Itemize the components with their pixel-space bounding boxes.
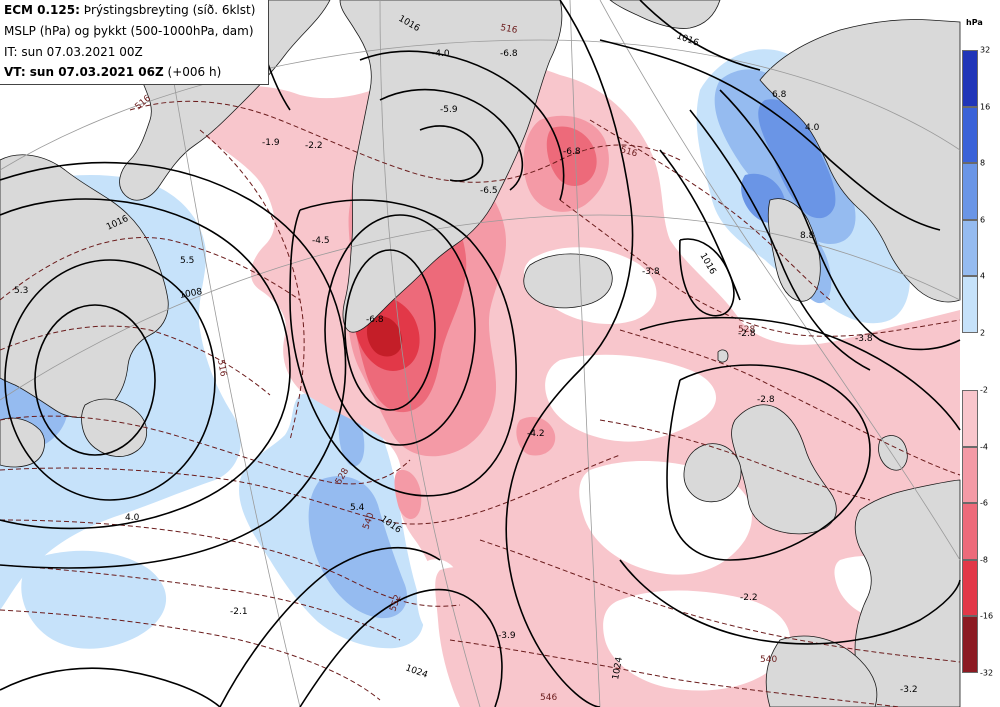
tendency-label: -3.8 [855,334,873,344]
tendency-label: 4.0 [805,123,820,133]
tendency-label: -2.8 [738,329,756,339]
model-name: ECM 0.125: [4,3,80,17]
legend-tick-label: -2 [980,385,988,395]
tendency-label: 5.3 [14,286,28,296]
faroe-islands [717,349,729,363]
legend-color-cell [962,106,978,164]
legend-tick-label: 32 [980,45,991,55]
tendency-label: -3.2 [900,685,918,695]
legend-tick-label: 6 [980,215,986,225]
isobar-low-1 [34,304,156,456]
great-britain [731,404,837,535]
rise-area-southwest [21,550,167,649]
product-name: Þrýstingsbreyting (síð. 6klst) [79,3,256,17]
isobar-label: 1008 [179,287,204,301]
tendency-label: -2.8 [757,395,775,405]
legend-tick-label: -4 [980,442,988,452]
fall-area-strong-3 [546,126,597,186]
legend-color-cell [962,559,978,617]
tendency-label: -3.8 [642,267,660,277]
legend-tick-label: 2 [980,328,986,338]
forecast-info-box: ECM 0.125: Þrýstingsbreyting (síð. 6klst… [0,0,269,85]
legend-color-cell [962,503,978,560]
legend-color-cell [962,390,978,447]
valid-time: VT: sun 07.03.2021 06Z [4,65,164,79]
greenland [339,0,563,333]
tendency-label: -1.9 [262,138,280,148]
legend-color-cell [962,446,978,504]
info-fields-line: MSLP (hPa) og þykkt (500-1000hPa, dam) [4,24,254,38]
tendency-label: -3.9 [498,631,516,641]
legend-color-cell [962,276,978,333]
lead-time: (+006 h) [163,65,222,79]
continental-europe [854,479,961,707]
isobar-label: 1024 [611,656,625,681]
fall-area-south [435,566,530,707]
legend-tick-label: -32 [980,668,994,678]
legend-color-cell [962,163,978,220]
tendency-label: -4.0 [432,49,450,59]
no-change-area-4 [603,590,790,691]
tendency-label: -4.2 [527,429,545,439]
legend-unit: hPa [966,18,983,27]
thickness-label: 540 [760,655,777,665]
tendency-label: -2.2 [740,593,758,603]
rise-area-central-strip [338,409,365,467]
legend-color-cell [962,219,978,277]
thickness-contours [0,100,961,707]
rise-area-central-inner [308,476,408,619]
iceland [523,253,613,309]
tendency-label: 6.8 [772,90,787,100]
ireland [683,443,742,503]
legend-tick-label: -16 [980,611,994,621]
tendency-label: 5.5 [180,256,194,266]
isobar-low-4 [324,214,476,446]
newfoundland [81,398,148,457]
fall-area-core [366,316,403,357]
thickness-label: 546 [540,693,557,703]
scandinavia [759,19,961,303]
tendency-label: -6.5 [480,186,498,196]
isobar-low-3 [344,249,436,411]
legend-color-cell [962,616,978,673]
legend-color-cell [962,50,978,107]
tendency-label: 5.4 [350,503,365,513]
thickness-label: 516 [619,145,638,159]
tendency-label: -4.5 [312,236,330,246]
tendency-label: -6.8 [563,147,581,157]
info-title-line: ECM 0.125: Þrýstingsbreyting (síð. 6klst… [4,3,255,17]
no-change-area-2 [545,354,717,442]
legend-tick-label: 8 [980,158,986,168]
legend-tick-label: 4 [980,271,986,281]
valid-time-line: VT: sun 07.03.2021 06Z (+006 h) [4,65,221,79]
land-areas [0,0,961,707]
thickness-label: 516 [215,359,228,378]
tendency-label: -6.8 [366,315,384,325]
rise-area-southwest-2 [145,418,234,471]
canada-south [0,417,45,468]
tendency-labels: -4.0 -6.8 -5.9 -6.8 -2.2 -1.9 -4.5 -6.5 … [14,49,918,695]
legend-tick-label: -6 [980,498,988,508]
isobar-low-2 [4,259,216,501]
europe-south [765,635,878,707]
tendency-label: -5.9 [440,105,458,115]
fall-area-medium-4 [516,416,556,456]
tendency-label: -2.2 [305,141,323,151]
thickness-label: 528 [738,325,755,335]
rise-area-scandinavia-core [758,99,836,219]
tendency-label: -2.1 [230,607,248,617]
thickness-labels: 516 516 516 528 528 540 516 552 540 546 [134,23,778,703]
tendency-label: 8.8 [800,231,815,241]
legend-tick-label: 16 [980,102,991,112]
legend-tick-label: -8 [980,555,988,565]
initial-time: IT: sun 07.03.2021 00Z [4,45,143,59]
tendency-label: 4.0 [125,513,140,523]
labrador [0,154,169,418]
graticule [0,0,961,707]
tendency-label: -6.8 [500,49,518,59]
thickness-label: 516 [499,23,518,36]
